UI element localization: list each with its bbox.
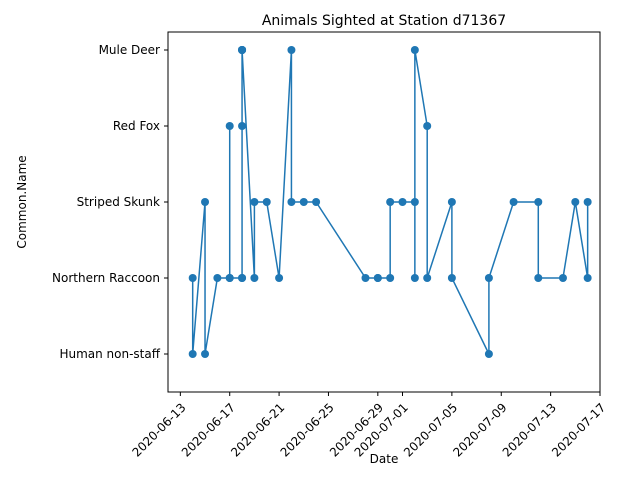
data-point [238,274,247,282]
data-point [509,198,518,206]
data-point [423,274,432,282]
data-point [447,198,456,206]
chart-title: Animals Sighted at Station d71367 [262,13,506,29]
data-point [287,46,296,54]
data-point [250,198,259,206]
data-point [213,274,222,282]
plot-area [188,46,592,358]
data-point [534,198,543,206]
data-point [410,198,419,206]
data-point [238,122,247,130]
data-point [386,274,395,282]
data-point [410,46,419,54]
y-axis-ticks: Human non-staff Northern Raccoon Striped S… [52,43,168,361]
data-point [250,274,259,282]
data-point [262,198,271,206]
y-tick-label: Human non-staff [59,347,160,361]
data-point [299,198,308,206]
data-point [188,350,197,358]
data-point [410,274,419,282]
data-point [534,274,543,282]
data-point [583,274,592,282]
y-tick-label: Red Fox [113,119,160,133]
data-point [386,198,395,206]
data-point [201,198,210,206]
data-point [275,274,284,282]
y-tick-label: Mule Deer [99,43,160,57]
data-point [287,198,296,206]
data-point [373,274,382,282]
data-point [188,274,197,282]
data-point [312,198,321,206]
data-point [201,350,210,358]
x-axis-label: Date [370,452,399,466]
data-point [571,198,580,206]
data-point [361,274,370,282]
data-point [423,122,432,130]
y-tick-label: Striped Skunk [77,195,160,209]
y-tick-label: Northern Raccoon [52,271,160,285]
data-point [558,274,567,282]
data-point [583,198,592,206]
data-point [447,274,456,282]
data-point [225,122,234,130]
y-axis-label: Common.Name [15,155,29,248]
data-point [225,274,234,282]
data-point [484,274,493,282]
data-point [238,46,247,54]
data-point [484,350,493,358]
data-point [398,198,407,206]
plot-frame [167,31,601,393]
